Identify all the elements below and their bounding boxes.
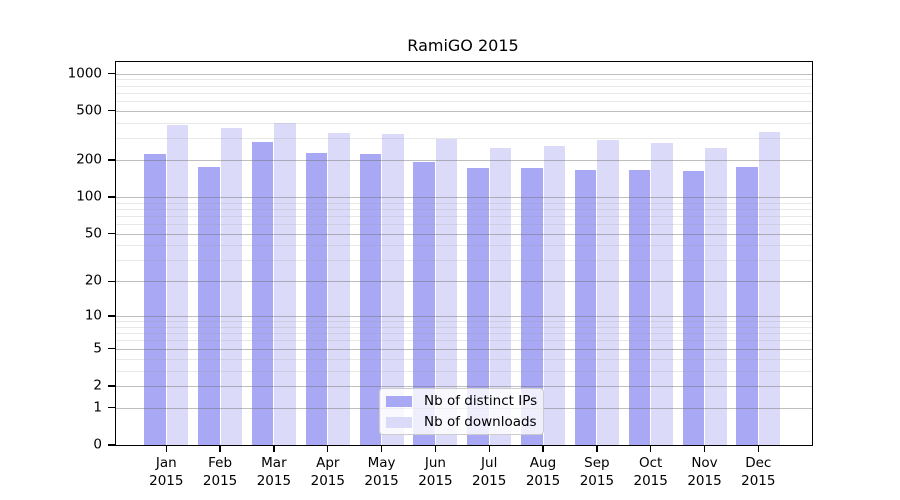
bar-distinct-ips-dec	[736, 166, 758, 445]
x-tick-label: Jun 2015	[418, 455, 453, 489]
x-tick-mark	[327, 445, 329, 452]
chart-title: RamiGO 2015	[407, 36, 519, 55]
bar-downloads-may	[382, 134, 404, 445]
x-tick-label: Aug 2015	[525, 455, 561, 489]
x-tick-label: Jul 2015	[472, 455, 507, 489]
legend-swatch-distinct-ips	[386, 395, 412, 407]
bars-layer	[116, 62, 812, 445]
x-tick-mark	[542, 445, 544, 452]
legend-item: Nb of distinct IPs	[380, 393, 543, 410]
x-tick-label: Mar 2015	[256, 455, 292, 489]
x-tick-mark	[380, 445, 383, 452]
x-tick-mark	[703, 445, 706, 452]
legend-item: Nb of downloads	[380, 414, 543, 431]
x-tick-mark	[434, 445, 437, 452]
x-tick-label: Dec 2015	[741, 455, 776, 489]
bar-distinct-ips-jun	[413, 161, 435, 445]
bar-downloads-jun	[435, 138, 458, 445]
y-tick-mark	[108, 348, 116, 350]
x-tick-label: Nov 2015	[687, 455, 722, 489]
x-tick-mark	[165, 445, 167, 452]
x-tick-label: Feb 2015	[202, 455, 238, 489]
bar-distinct-ips-mar	[251, 141, 274, 445]
y-tick-mark	[108, 196, 116, 198]
x-tick-label: Oct 2015	[633, 455, 668, 489]
bar-downloads-feb	[220, 127, 243, 445]
y-tick-label: 50	[84, 225, 102, 242]
bar-downloads-aug	[543, 145, 566, 445]
y-tick-mark	[108, 444, 116, 446]
bar-distinct-ips-may	[359, 154, 382, 445]
bar-downloads-dec	[758, 131, 781, 445]
bar-distinct-ips-sep	[574, 169, 597, 445]
x-tick-mark	[273, 445, 275, 452]
y-tick-label: 1000	[67, 65, 102, 82]
legend-label: Nb of distinct IPs	[424, 392, 538, 409]
x-tick-mark	[219, 445, 221, 452]
y-tick-label: 500	[76, 102, 102, 119]
legend-label: Nb of downloads	[424, 413, 537, 430]
bar-distinct-ips-feb	[198, 167, 220, 445]
x-tick-label: Jan 2015	[149, 455, 184, 489]
y-tick-label: 0	[93, 436, 102, 453]
bar-distinct-ips-jul	[467, 168, 489, 445]
y-tick-mark	[108, 280, 116, 283]
bar-distinct-ips-nov	[682, 170, 704, 445]
y-tick-mark	[108, 385, 116, 387]
bar-downloads-jan	[166, 125, 189, 445]
y-tick-label: 5	[93, 340, 102, 357]
x-tick-label: May 2015	[364, 455, 399, 489]
x-tick-mark	[757, 445, 759, 452]
x-tick-label: Sep 2015	[579, 455, 615, 489]
bar-downloads-nov	[705, 148, 727, 445]
y-tick-label: 10	[84, 307, 102, 324]
y-tick-mark	[108, 72, 116, 75]
y-tick-label: 200	[76, 151, 102, 168]
bar-distinct-ips-jan	[144, 153, 166, 445]
bar-downloads-sep	[597, 140, 619, 445]
y-tick-label: 1	[93, 399, 102, 416]
x-tick-mark	[650, 445, 652, 452]
x-tick-mark	[596, 445, 598, 452]
y-tick-mark	[108, 233, 116, 235]
y-tick-mark	[108, 315, 116, 317]
bar-downloads-mar	[274, 122, 296, 445]
y-tick-label: 2	[93, 377, 102, 394]
bar-distinct-ips-oct	[628, 169, 651, 445]
x-tick-mark	[488, 445, 490, 452]
plot-area: 1000 500 200 100 50 20 10 5 2 1 0 Jan 2015 Feb 2015 Ma…	[68, 61, 813, 489]
bar-downloads-apr	[328, 133, 350, 445]
y-tick-mark	[108, 110, 116, 112]
bar-downloads-jul	[489, 148, 512, 445]
legend: Nb of distinct IPs Nb of downloads	[379, 388, 544, 435]
bar-distinct-ips-apr	[305, 152, 328, 445]
bar-distinct-ips-aug	[521, 168, 543, 445]
y-tick-label: 100	[76, 188, 102, 205]
y-tick-label: 20	[84, 273, 102, 290]
bar-downloads-oct	[651, 143, 673, 445]
x-tick-label: Apr 2015	[310, 455, 345, 489]
legend-swatch-downloads	[386, 416, 412, 428]
y-tick-mark	[108, 159, 116, 161]
y-tick-mark	[108, 407, 116, 409]
